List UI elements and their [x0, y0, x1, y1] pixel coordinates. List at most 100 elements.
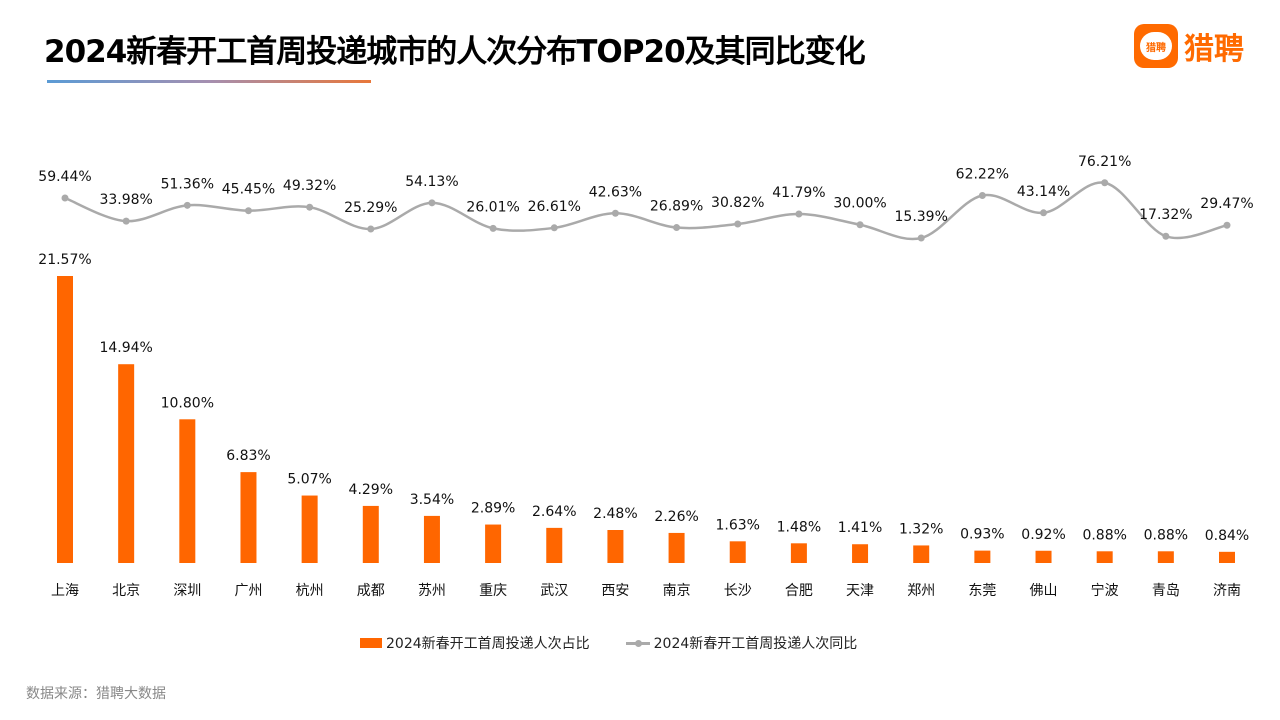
x-tick-label: 郑州	[907, 583, 935, 599]
x-tick-label: 广州	[234, 583, 262, 599]
x-tick-label: 成都	[357, 583, 385, 599]
bar	[1035, 550, 1052, 563]
bar-data-label: 14.94%	[99, 340, 152, 356]
line-point	[734, 220, 742, 228]
bar-data-label: 1.63%	[715, 517, 759, 533]
bar	[179, 419, 196, 563]
line-data-label: 33.98%	[99, 192, 152, 208]
line-point	[367, 225, 375, 233]
line-point	[917, 234, 925, 242]
bar-data-label: 3.54%	[410, 492, 454, 508]
liepin-logo: 猎聘 猎聘	[1134, 24, 1244, 68]
bar	[729, 541, 746, 563]
x-tick-label: 西安	[601, 583, 629, 599]
bar-data-label: 2.48%	[593, 506, 637, 522]
line-point	[1223, 221, 1231, 229]
bar	[301, 495, 318, 563]
bar-data-label: 5.07%	[287, 472, 331, 488]
logo-badge-icon: 猎聘	[1134, 24, 1178, 68]
x-tick-label: 重庆	[479, 583, 507, 599]
x-tick-label: 长沙	[724, 583, 752, 599]
bar	[607, 530, 624, 563]
x-tick-label: 宁波	[1091, 582, 1119, 599]
line-point	[428, 199, 436, 207]
bar-data-label: 2.64%	[532, 504, 576, 520]
line-point	[978, 191, 986, 199]
line-data-label: 42.63%	[589, 184, 642, 200]
line-point	[183, 201, 191, 209]
line-data-label: 29.47%	[1200, 196, 1253, 212]
line-point	[611, 209, 619, 217]
line-point	[122, 217, 130, 225]
line-data-label: 25.29%	[344, 200, 397, 216]
bar	[485, 524, 502, 563]
data-source: 数据来源：猎聘大数据	[26, 686, 166, 702]
x-tick-label: 武汉	[540, 583, 568, 599]
bar	[362, 505, 379, 563]
bar	[118, 364, 135, 563]
x-tick-label: 东莞	[968, 583, 996, 599]
title-underline	[47, 80, 371, 83]
line-data-label: 76.21%	[1078, 154, 1131, 170]
bar	[790, 543, 807, 563]
bar-data-label: 1.41%	[838, 520, 882, 536]
bar	[668, 532, 685, 563]
x-tick-label: 北京	[112, 583, 140, 599]
bar-data-label: 2.89%	[471, 501, 515, 517]
bar-data-label: 0.84%	[1205, 528, 1249, 544]
chart-title: 2024新春开工首周投递城市的人次分布TOP20及其同比变化	[44, 34, 866, 70]
x-tick-label: 苏州	[418, 583, 446, 599]
line-data-label: 26.61%	[528, 199, 581, 215]
line-data-label: 15.39%	[895, 209, 948, 225]
line-point	[61, 194, 69, 202]
x-tick-label: 佛山	[1030, 583, 1058, 599]
line-point	[1101, 179, 1109, 187]
line-data-label: 43.14%	[1017, 184, 1070, 200]
line-point	[306, 203, 314, 211]
bar-data-label: 10.80%	[161, 395, 214, 411]
bar	[1219, 551, 1235, 563]
line-point	[244, 207, 252, 215]
x-tick-label: 青岛	[1152, 583, 1180, 599]
line-data-label: 30.82%	[711, 195, 764, 211]
line-data-label: 26.01%	[466, 199, 519, 215]
logo-badge-text: 猎聘	[1140, 32, 1172, 60]
bar	[974, 550, 991, 563]
line-data-label: 62.22%	[956, 166, 1009, 182]
legend-line-swatch	[625, 637, 650, 649]
x-tick-label: 济南	[1213, 583, 1241, 599]
line-data-label: 49.32%	[283, 178, 336, 194]
bar-data-label: 2.26%	[654, 509, 698, 525]
line-data-label: 45.45%	[222, 182, 275, 198]
bar-data-label: 0.93%	[960, 527, 1004, 543]
bar-data-label: 0.88%	[1144, 527, 1188, 543]
bar	[852, 544, 869, 563]
line-data-label: 30.00%	[833, 196, 886, 212]
legend-item-line: 2024新春开工首周投递人次同比	[625, 633, 858, 653]
line-data-label: 59.44%	[38, 169, 91, 185]
legend: 2024新春开工首周投递人次占比 2024新春开工首周投递人次同比	[360, 633, 893, 653]
line-data-label: 17.32%	[1139, 207, 1192, 223]
line-data-label: 26.89%	[650, 199, 703, 215]
legend-line-label: 2024新春开工首周投递人次同比	[653, 636, 858, 652]
x-tick-label: 南京	[663, 583, 691, 599]
bar	[423, 515, 440, 563]
line-point	[489, 224, 497, 232]
bar	[57, 276, 73, 563]
bar	[1096, 551, 1113, 563]
logo-text: 猎聘	[1184, 32, 1244, 67]
bar-data-label: 0.92%	[1021, 527, 1065, 543]
bar-data-label: 4.29%	[349, 482, 393, 498]
line-point	[1040, 209, 1048, 217]
bar-data-label: 21.57%	[38, 252, 91, 268]
x-tick-label: 合肥	[785, 583, 813, 599]
legend-bar-swatch	[360, 638, 382, 648]
line-point	[673, 224, 681, 232]
line-data-label: 41.79%	[772, 185, 825, 201]
bar-data-label: 6.83%	[226, 448, 270, 464]
legend-bar-label: 2024新春开工首周投递人次占比	[386, 636, 590, 652]
bar-data-label: 1.32%	[899, 521, 943, 537]
line-data-label: 51.36%	[161, 176, 214, 192]
bar	[546, 527, 563, 563]
x-tick-label: 深圳	[173, 583, 201, 599]
